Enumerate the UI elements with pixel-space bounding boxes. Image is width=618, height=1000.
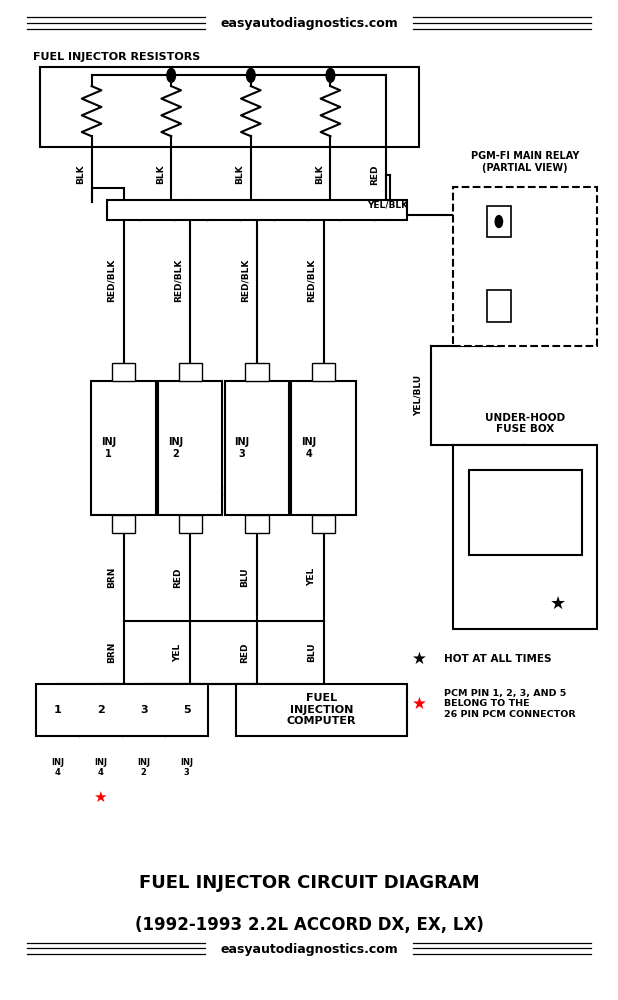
Bar bbox=[36, 684, 208, 736]
Text: BLK: BLK bbox=[235, 165, 244, 184]
Bar bbox=[107, 200, 407, 220]
Bar bbox=[40, 67, 419, 147]
Text: RED/BLK: RED/BLK bbox=[307, 259, 316, 302]
Bar bbox=[158, 381, 222, 515]
Text: HOT AT ALL TIMES: HOT AT ALL TIMES bbox=[444, 654, 551, 664]
Text: FUEL INJECTOR CIRCUIT DIAGRAM: FUEL INJECTOR CIRCUIT DIAGRAM bbox=[138, 874, 480, 892]
Text: easyautodiagnostics.com: easyautodiagnostics.com bbox=[220, 943, 398, 956]
Bar bbox=[112, 515, 135, 533]
Text: BLK: BLK bbox=[156, 165, 164, 184]
Text: YEL/BLU: YEL/BLU bbox=[413, 375, 423, 416]
Text: INJ
4: INJ 4 bbox=[95, 758, 108, 777]
Text: PCM PIN 1, 2, 3, AND 5
BELONG TO THE
26 PIN PCM CONNECTOR: PCM PIN 1, 2, 3, AND 5 BELONG TO THE 26 … bbox=[444, 689, 575, 719]
Text: INJ
3: INJ 3 bbox=[180, 758, 193, 777]
Text: YEL: YEL bbox=[174, 644, 182, 662]
Text: BLU: BLU bbox=[240, 568, 249, 587]
Bar bbox=[453, 445, 597, 629]
Text: $\bigstar$: $\bigstar$ bbox=[549, 595, 565, 613]
Text: BRN: BRN bbox=[107, 567, 116, 588]
Text: easyautodiagnostics.com: easyautodiagnostics.com bbox=[220, 17, 398, 30]
Text: PGM-FI MAIN RELAY
(PARTIAL VIEW): PGM-FI MAIN RELAY (PARTIAL VIEW) bbox=[471, 151, 579, 173]
Text: YEL/BLK: YEL/BLK bbox=[367, 200, 408, 209]
Text: (1992-1993 2.2L ACCORD DX, EX, LX): (1992-1993 2.2L ACCORD DX, EX, LX) bbox=[135, 916, 483, 934]
Text: $\bigstar$: $\bigstar$ bbox=[93, 790, 108, 805]
Bar bbox=[312, 363, 336, 381]
Text: RED/BLK: RED/BLK bbox=[107, 259, 116, 302]
Text: FUEL INJECTOR RESISTORS: FUEL INJECTOR RESISTORS bbox=[33, 52, 201, 62]
Text: INJ
2: INJ 2 bbox=[167, 437, 183, 459]
Bar bbox=[235, 684, 407, 736]
Text: RED/BLK: RED/BLK bbox=[174, 259, 182, 302]
Text: INJ
3: INJ 3 bbox=[234, 437, 250, 459]
Text: YEL: YEL bbox=[307, 568, 316, 586]
Bar bbox=[486, 290, 511, 322]
Text: 1: 1 bbox=[54, 705, 62, 715]
Bar bbox=[312, 515, 336, 533]
Bar bbox=[292, 381, 356, 515]
Circle shape bbox=[167, 68, 176, 82]
Text: easyautodiagnostics.com: easyautodiagnostics.com bbox=[189, 384, 331, 526]
Text: INJ
2: INJ 2 bbox=[137, 758, 150, 777]
Text: 2: 2 bbox=[97, 705, 104, 715]
Bar bbox=[453, 187, 597, 346]
Bar bbox=[470, 470, 582, 555]
Text: RED: RED bbox=[174, 567, 182, 588]
Text: BLU: BLU bbox=[307, 643, 316, 662]
Text: BLK: BLK bbox=[76, 165, 85, 184]
Bar bbox=[91, 381, 156, 515]
Text: FUSE 28
10 A: FUSE 28 10 A bbox=[500, 502, 551, 523]
Text: 5: 5 bbox=[183, 705, 190, 715]
Bar bbox=[225, 381, 289, 515]
Text: BLK: BLK bbox=[315, 165, 324, 184]
Text: RED: RED bbox=[240, 642, 249, 663]
Bar bbox=[245, 515, 269, 533]
Text: BRN: BRN bbox=[107, 642, 116, 663]
Circle shape bbox=[247, 68, 255, 82]
Circle shape bbox=[495, 216, 502, 228]
Bar bbox=[179, 363, 202, 381]
Text: INJ
4: INJ 4 bbox=[301, 437, 316, 459]
Bar bbox=[245, 363, 269, 381]
Bar bbox=[486, 206, 511, 237]
Text: $\bigstar$: $\bigstar$ bbox=[412, 695, 427, 713]
Bar bbox=[112, 363, 135, 381]
Circle shape bbox=[326, 68, 335, 82]
Text: INJ
4: INJ 4 bbox=[51, 758, 64, 777]
Text: RED/BLK: RED/BLK bbox=[240, 259, 249, 302]
Text: 3: 3 bbox=[140, 705, 148, 715]
Text: $\bigstar$: $\bigstar$ bbox=[412, 650, 427, 668]
Bar bbox=[179, 515, 202, 533]
Text: RED: RED bbox=[370, 164, 379, 185]
Text: UNDER-HOOD
FUSE BOX: UNDER-HOOD FUSE BOX bbox=[485, 413, 565, 434]
Text: INJ
1: INJ 1 bbox=[101, 437, 116, 459]
Text: FUEL
INJECTION
COMPUTER: FUEL INJECTION COMPUTER bbox=[287, 693, 356, 726]
